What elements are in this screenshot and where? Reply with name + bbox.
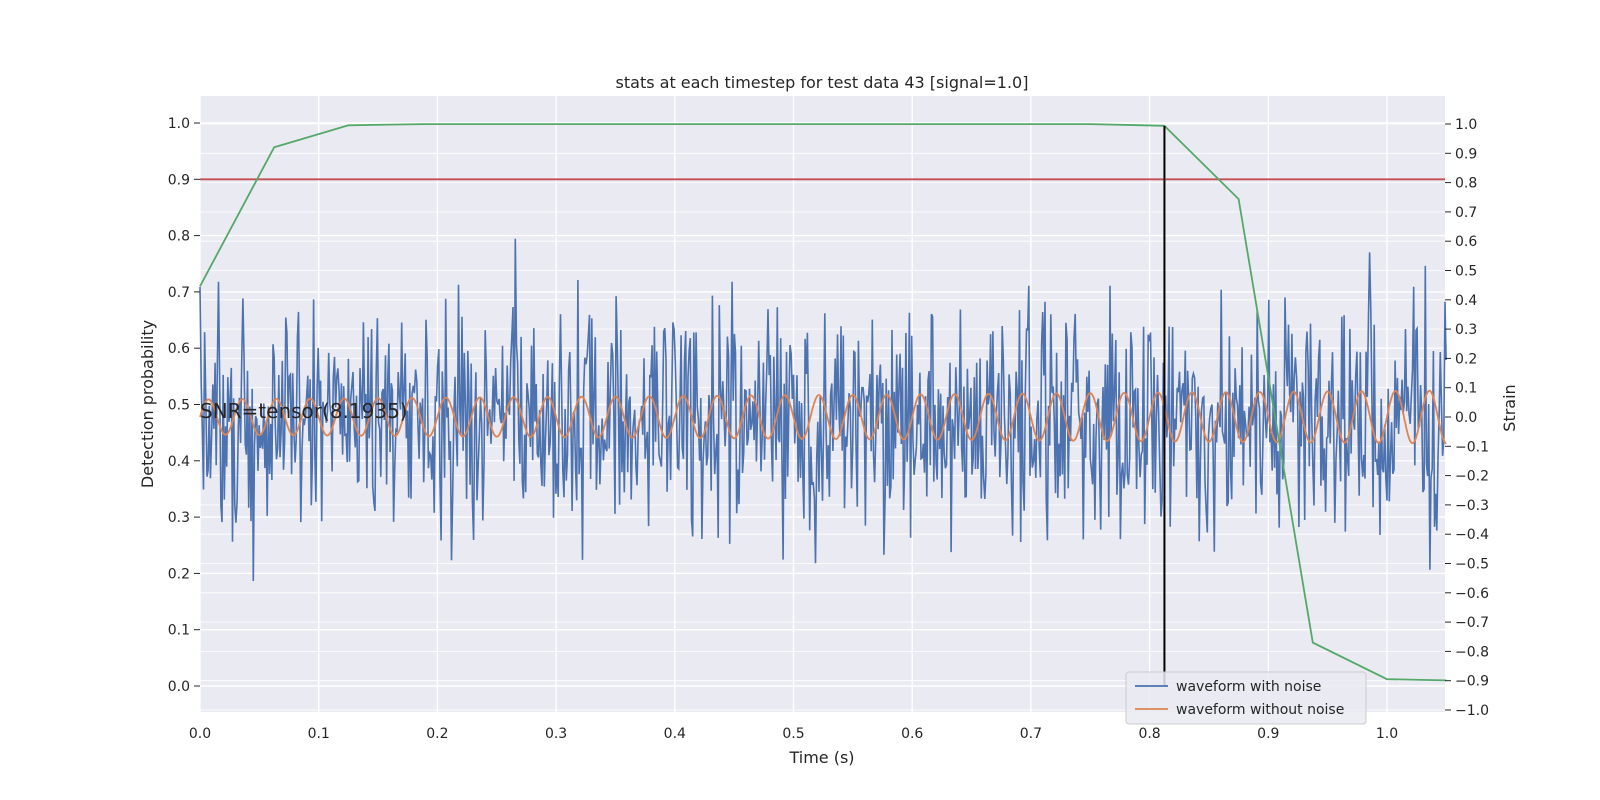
left-y-tick-label: 0.8	[168, 229, 190, 245]
left-y-tick-label: 0.0	[168, 679, 190, 695]
right-y-tick-label: −0.5	[1455, 557, 1489, 573]
left-y-tick-label: 1.0	[168, 116, 190, 132]
left-y-axis-label: Detection probability	[138, 320, 157, 488]
x-tick-label: 0.5	[782, 726, 804, 742]
right-y-tick-label: 0.1	[1455, 381, 1477, 397]
left-y-tick-label: 0.2	[168, 566, 190, 582]
right-y-tick-label: 0.8	[1455, 176, 1477, 192]
x-axis-ticks: 0.0 0.1 0.2 0.3 0.4 0.5 0.6 0.7 0.8 0.9 1.0	[189, 726, 1398, 742]
right-y-tick-label: −0.1	[1455, 439, 1489, 455]
right-y-tick-label: −0.4	[1455, 527, 1489, 543]
x-tick-label: 0.8	[1138, 726, 1160, 742]
x-tick-label: 0.6	[901, 726, 923, 742]
left-y-tick-label: 0.5	[168, 398, 190, 414]
chart-title: stats at each timestep for test data 43 …	[616, 73, 1029, 92]
right-y-tick-label: 0.2	[1455, 351, 1477, 367]
right-y-axis-label: Strain	[1500, 384, 1519, 431]
left-y-tick-label: 0.3	[168, 510, 190, 526]
right-y-axis-ticks: 1.0 0.9 0.8 0.7 0.6 0.5 0.4 0.3 0.2 0.1 0.0 −0.1 −0.…	[1445, 117, 1489, 719]
legend-box	[1125, 671, 1367, 725]
x-tick-label: 1.0	[1376, 726, 1398, 742]
x-tick-label: 0.3	[545, 726, 567, 742]
right-y-tick-label: −0.3	[1455, 498, 1489, 514]
legend: waveform with noise waveform without noi…	[1125, 671, 1367, 725]
x-tick-label: 0.4	[664, 726, 686, 742]
right-y-tick-label: 1.0	[1455, 117, 1477, 133]
right-y-tick-label: −0.2	[1455, 469, 1489, 485]
right-y-tick-label: 0.0	[1455, 410, 1477, 426]
left-y-tick-label: 0.9	[168, 172, 190, 188]
right-y-tick-label: 0.5	[1455, 264, 1477, 280]
left-y-tick-label: 0.4	[168, 454, 190, 470]
series-layer	[199, 123, 1447, 686]
x-axis-label: Time (s)	[788, 748, 854, 767]
x-tick-label: 0.2	[426, 726, 448, 742]
left-y-axis-ticks: 0.0 0.1 0.2 0.3 0.4 0.5 0.6 0.7 0.8 0.9 1.0	[168, 116, 200, 695]
snr-annotation: SNR=tensor(8.1935)	[200, 399, 408, 423]
right-y-tick-label: −1.0	[1455, 703, 1489, 719]
left-y-tick-label: 0.6	[168, 341, 190, 357]
right-y-tick-label: −0.8	[1455, 644, 1489, 660]
right-y-tick-label: 0.7	[1455, 205, 1477, 221]
x-tick-label: 0.1	[308, 726, 330, 742]
right-y-tick-label: 0.6	[1455, 234, 1477, 250]
series-detection-probability	[199, 123, 1447, 682]
left-y-tick-label: 0.7	[168, 285, 190, 301]
right-y-tick-label: −0.6	[1455, 586, 1489, 602]
right-y-tick-label: −0.7	[1455, 615, 1489, 631]
right-y-tick-label: 0.4	[1455, 293, 1477, 309]
legend-label-clean: waveform without noise	[1176, 702, 1344, 718]
x-tick-label: 0.9	[1257, 726, 1279, 742]
right-y-tick-label: 0.3	[1455, 322, 1477, 338]
x-tick-label: 0.0	[189, 726, 211, 742]
x-tick-label: 0.7	[1020, 726, 1042, 742]
right-y-tick-label: 0.9	[1455, 146, 1477, 162]
legend-label-noise: waveform with noise	[1176, 679, 1321, 695]
right-y-tick-label: −0.9	[1455, 674, 1489, 690]
left-y-tick-label: 0.1	[168, 623, 190, 639]
series-waveform-without-noise	[199, 389, 1447, 445]
